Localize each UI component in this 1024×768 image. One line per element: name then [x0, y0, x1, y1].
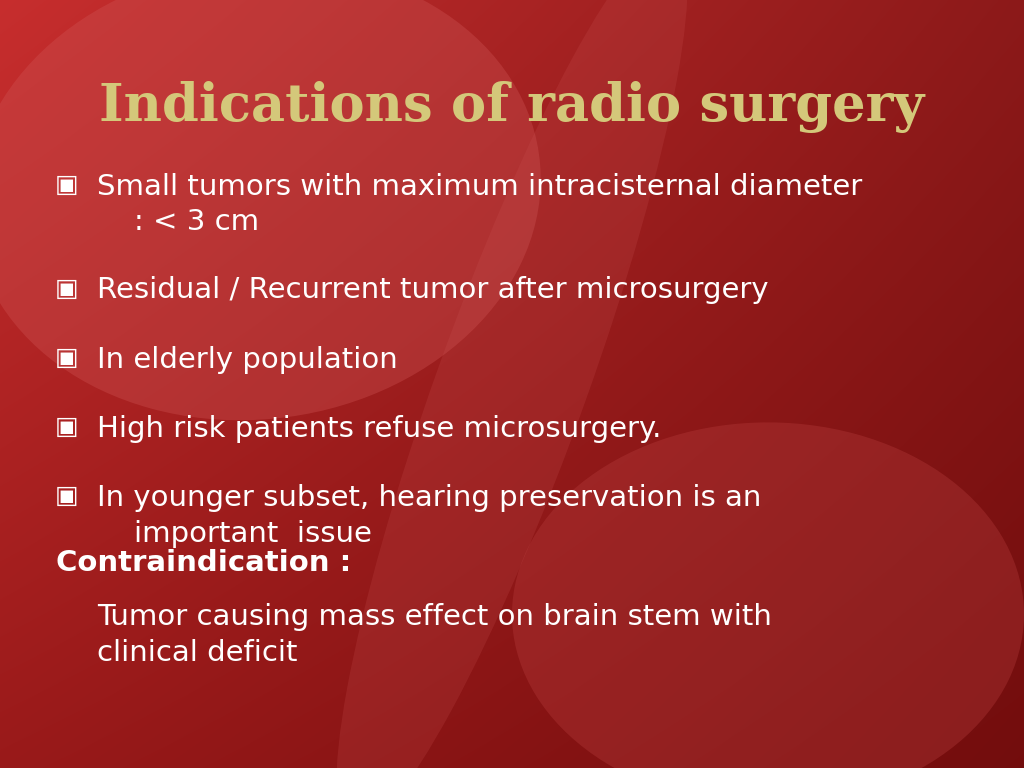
- Text: In elderly population: In elderly population: [97, 346, 398, 373]
- Text: Tumor causing mass effect on brain stem with
clinical deficit: Tumor causing mass effect on brain stem …: [97, 603, 772, 667]
- Ellipse shape: [0, 0, 541, 420]
- Text: In younger subset, hearing preservation is an
    important  issue: In younger subset, hearing preservation …: [97, 484, 762, 548]
- Text: ▣: ▣: [54, 415, 79, 439]
- Text: ▣: ▣: [54, 276, 79, 300]
- Text: ▣: ▣: [54, 346, 79, 369]
- Text: Residual / Recurrent tumor after microsurgery: Residual / Recurrent tumor after microsu…: [97, 276, 769, 304]
- Ellipse shape: [337, 0, 687, 768]
- Text: ▣: ▣: [54, 484, 79, 508]
- Text: Small tumors with maximum intracisternal diameter
    : < 3 cm: Small tumors with maximum intracisternal…: [97, 173, 862, 237]
- Text: High risk patients refuse microsurgery.: High risk patients refuse microsurgery.: [97, 415, 662, 442]
- Text: ▣: ▣: [54, 173, 79, 197]
- Text: Contraindication :: Contraindication :: [56, 549, 351, 577]
- Text: Indications of radio surgery: Indications of radio surgery: [99, 81, 925, 133]
- Ellipse shape: [512, 422, 1024, 768]
